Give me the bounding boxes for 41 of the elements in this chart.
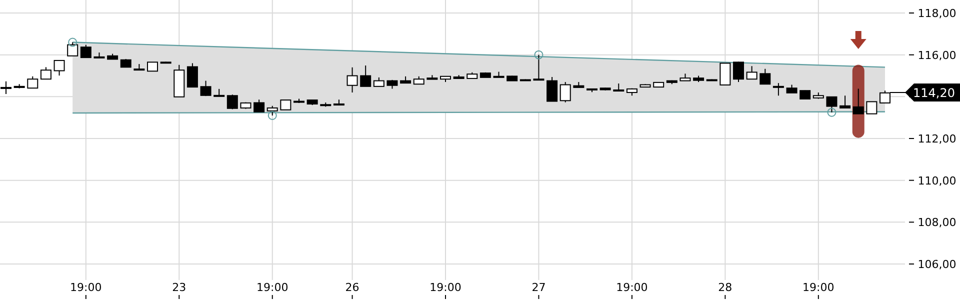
candlestick xyxy=(186,62,198,88)
y-tick-label: 116,00 xyxy=(918,48,956,62)
y-tick-label: 108,00 xyxy=(918,216,956,230)
candlestick xyxy=(866,101,878,114)
point xyxy=(68,38,78,47)
x-tick-label: 19:00 xyxy=(70,281,102,294)
y-tick-label: 118,00 xyxy=(918,7,956,20)
candlestick xyxy=(0,80,12,94)
candlestick xyxy=(560,82,571,103)
x-tick-label: 19:00 xyxy=(802,281,834,294)
y-tick-label: 106,00 xyxy=(918,258,956,271)
y-tick-label: 110,00 xyxy=(918,174,956,188)
x-tick-label: 19:00 xyxy=(256,281,288,294)
y-tick-label: 112,00 xyxy=(918,132,956,146)
x-tick-label: 23 xyxy=(172,281,186,294)
candlestick xyxy=(200,80,212,97)
candlestick xyxy=(720,62,731,86)
point xyxy=(268,110,277,120)
point xyxy=(534,50,544,60)
candlestick xyxy=(226,94,238,110)
candlestick xyxy=(254,99,265,112)
candlestick xyxy=(54,60,65,76)
candlestick xyxy=(40,66,52,80)
candlestick xyxy=(746,66,758,80)
candlestick xyxy=(760,68,771,85)
candlestick xyxy=(772,82,784,96)
x-tick-label: 27 xyxy=(532,281,546,294)
candlestick xyxy=(840,95,851,108)
candlestick xyxy=(80,44,92,58)
candlestick xyxy=(360,65,372,87)
candlestick xyxy=(346,66,358,93)
candlestick xyxy=(546,76,558,102)
x-tick-label: 26 xyxy=(345,281,360,294)
x-tick-label: 28 xyxy=(718,281,732,294)
candlestick xyxy=(27,76,38,89)
point xyxy=(827,108,836,117)
x-tick-label: 19:00 xyxy=(616,281,648,294)
candlestick xyxy=(733,61,744,83)
x-tick-label: 19:00 xyxy=(430,281,462,294)
candlestick xyxy=(280,100,292,110)
ref-line-label: 114,20 xyxy=(913,86,955,100)
